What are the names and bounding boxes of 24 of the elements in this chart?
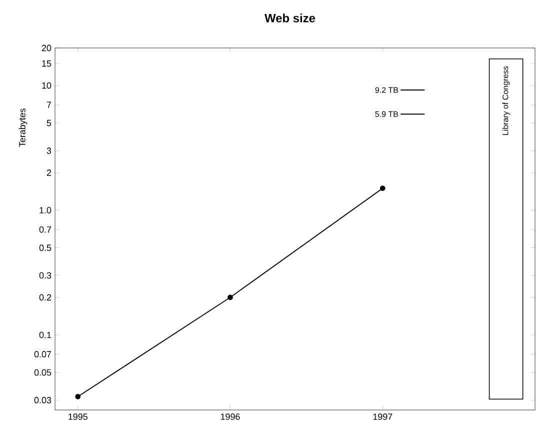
y-tick-label: 1.0 — [40, 207, 52, 214]
y-tick-label: 10 — [42, 82, 52, 89]
y-tick-label: 0.7 — [39, 226, 52, 233]
y-axis-title: Terabytes — [18, 108, 28, 147]
y-tick-label: 0.05 — [34, 369, 52, 376]
y-tick-label: 7 — [46, 102, 52, 108]
y-tick-label: 2 — [46, 170, 52, 176]
x-tick-label: 1997 — [373, 414, 392, 420]
y-tick-label: 15 — [42, 60, 52, 67]
y-tick-label: 0.07 — [34, 351, 52, 358]
y-tick-label: 0.03 — [34, 396, 52, 404]
y-tick-label: 5 — [46, 120, 52, 126]
point — [75, 394, 81, 400]
x-tick-label: 1995 — [68, 414, 88, 420]
y-tick-label: 0.1 — [39, 332, 52, 338]
y-tick-label: 0.3 — [39, 272, 52, 279]
point — [228, 294, 233, 300]
y-tick-label: 0.5 — [39, 244, 52, 251]
chart-title: Web size — [264, 14, 316, 22]
point — [380, 186, 386, 191]
x-tick-label: 1996 — [220, 414, 240, 420]
y-tick-label: 20 — [42, 44, 52, 52]
y-tick-label: 3 — [46, 148, 52, 154]
y-tick-label: 0.2 — [39, 294, 52, 301]
